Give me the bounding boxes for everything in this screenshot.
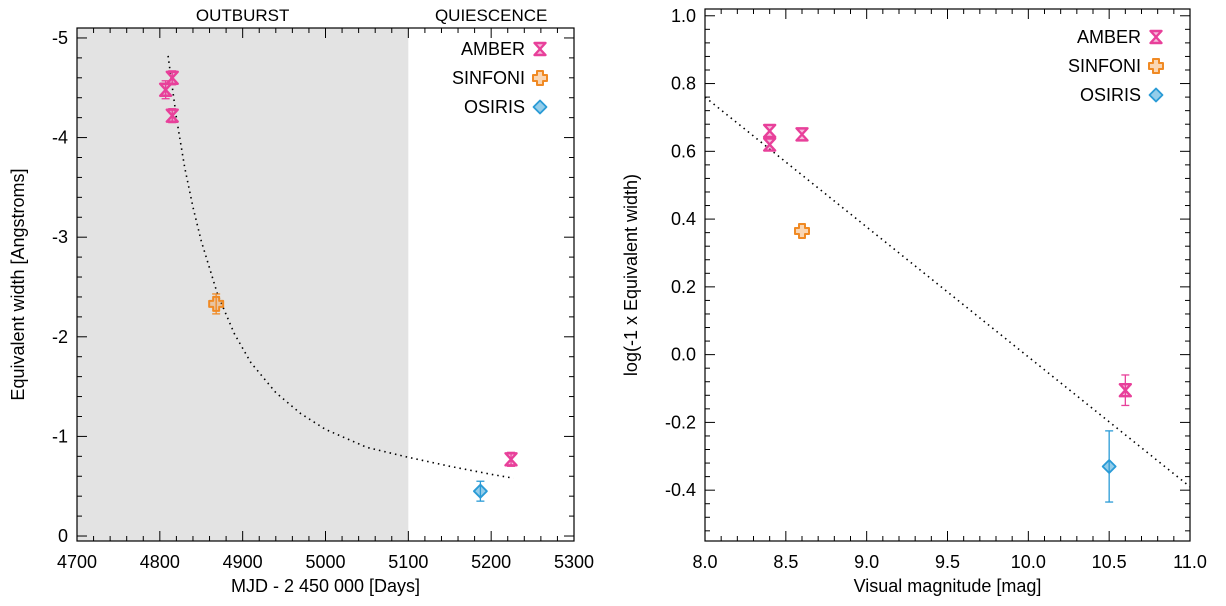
outburst-shaded-region <box>77 28 409 541</box>
legend-label-sinfoni: SINFONI <box>452 68 525 88</box>
data-point-amber <box>1118 383 1133 398</box>
left-panel: 4700 4800 4900 5000 5100 5200 53000-1-2-3-4-5 … <box>8 6 594 596</box>
legend-label-sinfoni: SINFONI <box>1068 56 1141 76</box>
x-tick-label: 4800 <box>140 552 180 572</box>
data-point-amber <box>795 127 809 142</box>
x-tick-label: 5300 <box>554 552 594 572</box>
y-tick-label: -0.2 <box>665 412 696 432</box>
fit-curve <box>167 55 514 479</box>
data-point-osiris <box>472 483 488 499</box>
y-tick-label: 0.6 <box>671 141 696 161</box>
x-tick-label: 4700 <box>57 552 97 572</box>
data-point-amber <box>762 123 777 139</box>
x-tick-label: 5200 <box>471 552 511 572</box>
left-data-points <box>158 70 518 502</box>
data-point-amber <box>504 452 518 467</box>
y-tick-label: 1.0 <box>671 6 696 26</box>
x-tick-label: 10.5 <box>1092 552 1127 572</box>
left-y-axis-label: Equivalent width [Angstroms] <box>8 168 28 400</box>
x-tick-label: 8.0 <box>692 552 717 572</box>
left-x-axis-label: MJD - 2 450 000 [Days] <box>231 576 420 596</box>
y-tick-label: -2 <box>52 327 68 347</box>
right-panel: 8.0 8.5 9.0 9.5 10.0 10.5 11.0 -0.4 -0.2 0.0 0.2 0.… <box>621 6 1207 596</box>
x-tick-label: 4900 <box>223 552 263 572</box>
y-tick-label: 0.4 <box>671 209 696 229</box>
y-tick-label: 0.2 <box>671 277 696 297</box>
right-legend: AMBER SINFONI OSIRIS <box>1068 27 1164 105</box>
left-tick-labels: 4700 4800 4900 5000 5100 5200 5300 0 -1 -2 -3 -4 -5 <box>52 28 594 572</box>
region-label-outburst: OUTBURST <box>196 6 290 25</box>
legend-marker-osiris <box>532 99 548 115</box>
right-tick-labels: 8.0 8.5 9.0 9.5 10.0 10.5 11.0 -0.4 -0.2 0.0 0.2 0.… <box>665 6 1207 572</box>
region-label-quiescence: QUIESCENCE <box>435 6 547 25</box>
left-plot-frame <box>76 27 575 542</box>
data-point-amber <box>165 108 179 123</box>
right-x-axis-label: Visual magnitude [mag] <box>854 576 1042 596</box>
y-tick-label: -3 <box>52 227 68 247</box>
data-point-amber <box>762 137 777 152</box>
x-tick-label: 9.0 <box>854 552 879 572</box>
y-tick-label: -4 <box>52 128 68 148</box>
data-point-amber <box>165 70 179 86</box>
x-tick-label: 9.5 <box>935 552 960 572</box>
y-tick-label: -0.4 <box>665 480 696 500</box>
data-point-sinfoni <box>794 222 810 239</box>
legend-label-amber: AMBER <box>461 39 525 59</box>
x-tick-label: 5100 <box>388 552 428 572</box>
right-data-points <box>762 123 1133 503</box>
y-tick-label: -1 <box>52 426 68 446</box>
legend-label-osiris: OSIRIS <box>1080 85 1141 105</box>
right-plot-frame <box>704 8 1191 542</box>
legend-marker-sinfoni <box>532 70 548 86</box>
legend-marker-osiris <box>1148 87 1164 103</box>
legend-label-amber: AMBER <box>1077 27 1141 47</box>
data-point-osiris <box>1101 459 1117 474</box>
x-tick-label: 10.0 <box>1011 552 1046 572</box>
x-tick-label: 5000 <box>305 552 345 572</box>
fit-line <box>704 96 1191 488</box>
legend-label-osiris: OSIRIS <box>464 97 525 117</box>
left-legend: AMBER SINFONI OSIRIS <box>452 39 548 117</box>
y-tick-label: 0 <box>58 526 68 546</box>
y-tick-label: -5 <box>52 28 68 48</box>
legend-marker-amber <box>533 41 547 57</box>
y-tick-label: 0.0 <box>671 345 696 365</box>
x-tick-label: 8.5 <box>773 552 798 572</box>
x-tick-label: 11.0 <box>1173 552 1207 572</box>
right-y-axis-label: log(-1 x Equivalent width) <box>621 174 641 376</box>
data-point-sinfoni <box>208 295 225 312</box>
legend-marker-sinfoni <box>1148 58 1164 74</box>
legend-marker-amber <box>1149 29 1163 45</box>
y-tick-label: 0.8 <box>671 74 696 94</box>
